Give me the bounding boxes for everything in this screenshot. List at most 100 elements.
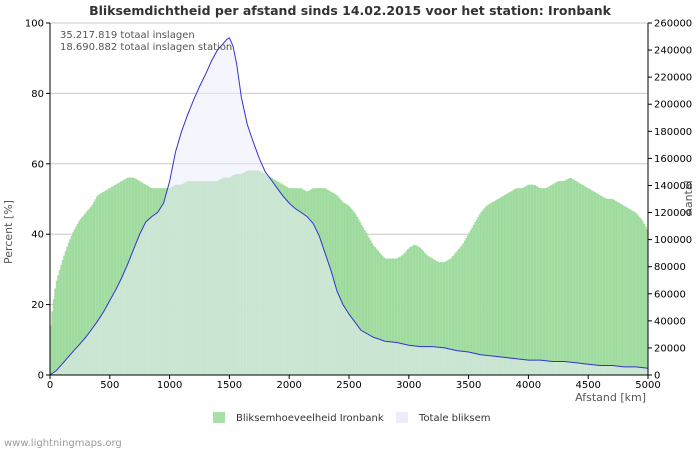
x-tick-label: 2000 bbox=[276, 380, 301, 391]
station-bar bbox=[601, 196, 604, 376]
station-bar bbox=[632, 211, 635, 376]
station-bar bbox=[579, 183, 581, 376]
station-bar bbox=[620, 204, 623, 376]
station-bar bbox=[623, 206, 626, 376]
station-bar bbox=[562, 181, 565, 376]
station-bar bbox=[594, 192, 596, 376]
station-bar bbox=[475, 219, 478, 376]
right-y-tick-label: 160000 bbox=[654, 154, 692, 165]
x-tick-label: 3000 bbox=[396, 380, 421, 391]
station-bar bbox=[58, 270, 61, 376]
station-bar bbox=[604, 198, 607, 376]
station-bar bbox=[529, 184, 532, 376]
station-bar bbox=[611, 199, 614, 376]
station-bar bbox=[564, 180, 566, 376]
station-bar bbox=[55, 280, 58, 376]
station-bar bbox=[487, 204, 490, 376]
station-bar bbox=[540, 188, 543, 376]
legend-label-total: Totale bliksem bbox=[418, 413, 490, 424]
station-bar bbox=[589, 189, 592, 376]
station-bar bbox=[499, 197, 502, 376]
left-y-tick-label: 60 bbox=[31, 159, 44, 170]
station-bar bbox=[484, 206, 487, 376]
station-bar bbox=[573, 179, 575, 376]
station-bar bbox=[631, 210, 634, 376]
station-bar bbox=[486, 205, 489, 376]
station-bar bbox=[598, 194, 601, 376]
station-bar bbox=[57, 275, 60, 376]
station-bar bbox=[507, 193, 510, 376]
station-bar bbox=[504, 194, 507, 376]
station-bar bbox=[559, 181, 562, 376]
right-y-tick-label: 120000 bbox=[654, 208, 692, 219]
station-bar bbox=[568, 178, 571, 376]
station-bar bbox=[66, 246, 69, 376]
legend-label-station: Bliksemhoeveelheid Ironbank bbox=[236, 413, 384, 424]
right-y-tick-label: 20000 bbox=[654, 343, 686, 354]
station-bar bbox=[517, 188, 520, 376]
station-bar bbox=[586, 187, 589, 376]
right-y-tick-label: 200000 bbox=[654, 100, 692, 111]
total-lightning-fill bbox=[50, 37, 648, 376]
station-bar bbox=[605, 198, 608, 376]
station-bar bbox=[619, 203, 622, 376]
site-credit: www.lightningmaps.org bbox=[4, 438, 122, 449]
station-bar bbox=[576, 181, 578, 376]
station-bar bbox=[592, 191, 595, 376]
station-bar bbox=[535, 186, 538, 376]
info-total-strikes: 35.217.819 totaal inslagen bbox=[60, 30, 195, 41]
x-tick-label: 1500 bbox=[217, 380, 242, 391]
station-bar bbox=[525, 186, 528, 376]
right-y-tick-label: 80000 bbox=[654, 262, 686, 273]
station-bar bbox=[629, 209, 632, 376]
station-bar bbox=[582, 185, 584, 376]
station-bar bbox=[54, 288, 57, 376]
station-bar bbox=[541, 188, 544, 376]
x-tick-label: 0 bbox=[47, 380, 53, 391]
station-bar bbox=[595, 193, 598, 376]
station-bar bbox=[526, 185, 529, 376]
station-bar bbox=[64, 251, 67, 376]
station-bar bbox=[511, 190, 514, 376]
x-tick-label: 500 bbox=[100, 380, 119, 391]
chart-title: Bliksemdichtheid per afstand sinds 14.02… bbox=[89, 3, 612, 18]
right-y-axis-label: Aantal bbox=[682, 180, 695, 215]
station-bar bbox=[553, 183, 556, 376]
x-tick-label: 5000 bbox=[635, 380, 660, 391]
station-bar bbox=[608, 198, 611, 376]
station-bar bbox=[516, 188, 519, 376]
x-tick-label: 4500 bbox=[575, 380, 600, 391]
station-bar bbox=[640, 219, 643, 376]
station-bar bbox=[549, 186, 551, 376]
right-y-tick-labels: 0 20000 40000 60000 80000 100000 120000 140000 1… bbox=[648, 19, 692, 382]
left-y-axis-label: Percent [%] bbox=[2, 200, 15, 264]
station-bar bbox=[613, 200, 616, 376]
station-bar bbox=[556, 181, 559, 376]
right-y-tick-label: 260000 bbox=[654, 19, 692, 30]
station-bar bbox=[531, 184, 534, 376]
station-bar bbox=[622, 205, 625, 376]
station-bar bbox=[51, 311, 54, 376]
station-bar bbox=[558, 181, 560, 376]
right-y-tick-label: 240000 bbox=[654, 46, 692, 57]
station-bar bbox=[52, 299, 55, 376]
left-y-tick-label: 20 bbox=[31, 300, 44, 311]
left-y-tick-labels: 0 20 40 60 80 100 bbox=[25, 19, 50, 382]
station-bar bbox=[492, 201, 495, 376]
right-y-tick-label: 140000 bbox=[654, 181, 692, 192]
station-bar bbox=[522, 187, 525, 376]
station-bar bbox=[591, 190, 593, 376]
left-y-tick-label: 0 bbox=[38, 371, 44, 382]
x-tick-label: 1000 bbox=[157, 380, 182, 391]
station-bar bbox=[561, 181, 563, 376]
station-bar bbox=[538, 187, 541, 376]
right-y-tick-label: 100000 bbox=[654, 235, 692, 246]
station-bar bbox=[508, 192, 511, 376]
station-bar bbox=[550, 185, 553, 376]
station-bar bbox=[490, 202, 493, 376]
station-bar bbox=[472, 224, 475, 376]
station-bar bbox=[614, 201, 617, 376]
station-bar bbox=[489, 203, 492, 376]
station-bar bbox=[477, 216, 480, 376]
station-bar bbox=[643, 223, 646, 376]
